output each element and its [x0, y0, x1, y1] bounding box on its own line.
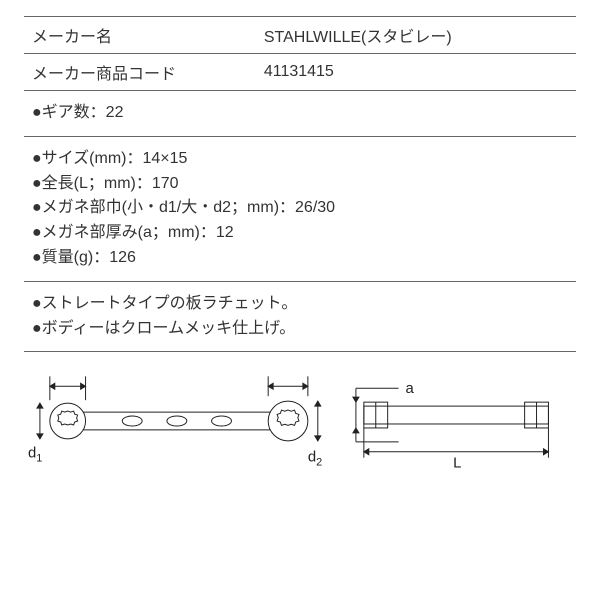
maker-code-value: 41131415 — [256, 54, 576, 91]
dim-L-label: L — [453, 456, 461, 472]
maker-name-label: メーカー名 — [24, 17, 256, 54]
maker-code-label: メーカー商品コード — [24, 54, 256, 91]
maker-name-value: STAHLWILLE(スタビレー) — [256, 17, 576, 54]
spec-line: ●全長(L；mm)：170 — [32, 172, 568, 197]
spec-table: メーカー名 STAHLWILLE(スタビレー) メーカー商品コード 411314… — [24, 16, 576, 91]
diagram-side-view-icon: a L — [344, 366, 572, 476]
spec-line: ●ストレートタイプの板ラチェット。 — [32, 292, 568, 317]
spec-line: ●メガネ部厚み(a；mm)：12 — [32, 221, 568, 246]
table-row: メーカー名 STAHLWILLE(スタビレー) — [24, 17, 576, 54]
spec-block-2: ●サイズ(mm)：14×15 ●全長(L；mm)：170 ●メガネ部巾(小・d1… — [24, 137, 576, 282]
dim-d1-text: d — [28, 446, 36, 462]
diagram-top-view-icon: d1 d2 — [28, 366, 326, 476]
dim-d2-sub: 2 — [316, 457, 322, 469]
spec-block-1: ●ギア数：22 — [24, 91, 576, 137]
spec-line: ●ボディーはクロームメッキ仕上げ。 — [32, 317, 568, 342]
dim-a-label: a — [405, 382, 414, 398]
spec-line: ●質量(g)：126 — [32, 246, 568, 271]
spec-line: ●メガネ部巾(小・d1/大・d2；mm)：26/30 — [32, 196, 568, 221]
spec-block-3: ●ストレートタイプの板ラチェット。 ●ボディーはクロームメッキ仕上げ。 — [24, 282, 576, 353]
spec-line: ●サイズ(mm)：14×15 — [32, 147, 568, 172]
table-row: メーカー商品コード 41131415 — [24, 54, 576, 91]
dim-d2-text: d — [308, 450, 316, 466]
dim-d2-label: d2 — [308, 450, 322, 469]
dim-d1-sub: 1 — [36, 453, 42, 465]
diagram-row: d1 d2 — [24, 366, 576, 476]
spec-line: ●ギア数：22 — [32, 101, 568, 126]
dim-d1-label: d1 — [28, 446, 42, 465]
